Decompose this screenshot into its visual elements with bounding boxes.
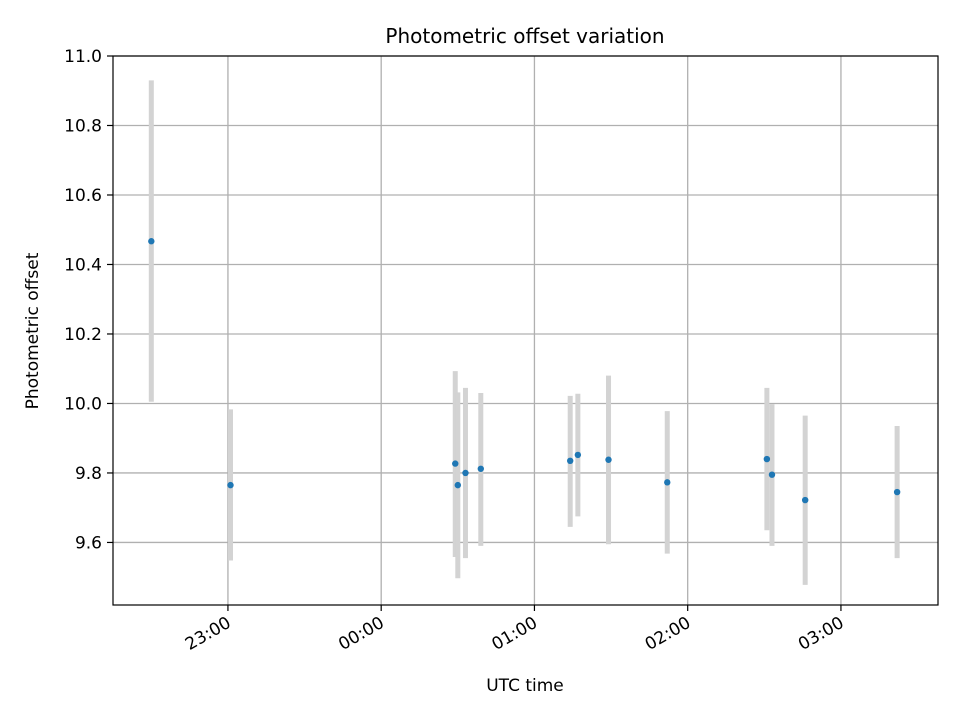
- data-point: [148, 238, 155, 245]
- y-axis-ticks: 9.6 9.8 10.0 10.2 10.4 10.6 10.8 11.0: [64, 47, 113, 553]
- y-tick-label: 10.8: [64, 116, 102, 136]
- data-point: [227, 481, 234, 489]
- data-point: [605, 456, 612, 463]
- data-point: [462, 469, 469, 477]
- x-axis-label: UTC time: [486, 676, 564, 696]
- data-point: [763, 455, 771, 463]
- y-axis-label: Photometric offset: [23, 252, 43, 409]
- y-tick-label: 10.0: [64, 394, 102, 414]
- y-tick-label: 10.4: [64, 255, 102, 275]
- data-point: [893, 488, 901, 496]
- data-point: [454, 481, 462, 489]
- data-point: [801, 496, 809, 504]
- data-point: [566, 457, 574, 465]
- data-point: [664, 479, 671, 486]
- grid: [113, 55, 938, 605]
- data-point: [768, 471, 776, 478]
- chart-title: Photometric offset variation: [385, 24, 664, 48]
- y-tick-label: 9.8: [75, 464, 102, 484]
- data-point: [477, 465, 485, 472]
- data-markers: [148, 238, 901, 504]
- y-tick-label: 10.2: [64, 325, 102, 345]
- data-point: [574, 451, 582, 459]
- plot-frame: [112, 55, 939, 606]
- data-point: [452, 460, 459, 467]
- y-tick-label: 10.6: [64, 186, 102, 206]
- y-tick-label: 11.0: [64, 47, 102, 67]
- y-tick-label: 9.6: [75, 533, 102, 553]
